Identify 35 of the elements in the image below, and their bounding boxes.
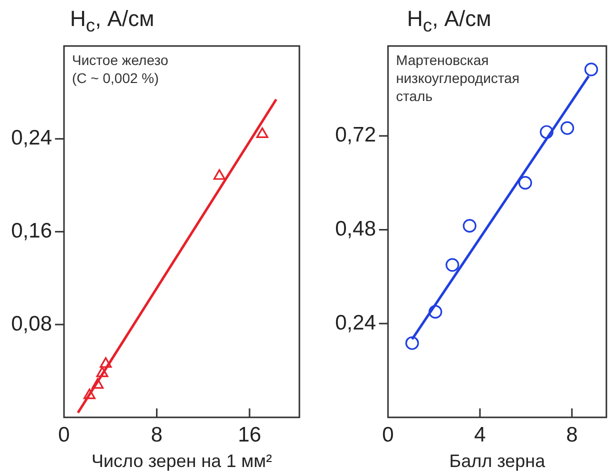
x-axis-title: Число зерен на 1 мм²: [91, 451, 272, 472]
x-tick-label: 4: [474, 424, 486, 447]
point: [256, 127, 268, 138]
annotation: сталь: [396, 88, 433, 104]
annotation: Чистое железо: [72, 52, 168, 68]
point: [92, 378, 104, 389]
x-tick-label: 0: [58, 424, 70, 447]
point: [100, 357, 112, 368]
x-tick-label: 8: [150, 424, 163, 447]
point: [446, 258, 460, 272]
point: [540, 125, 554, 139]
point: [405, 336, 419, 350]
x-axis-title: Балл зерна: [449, 451, 546, 472]
point: [96, 366, 108, 378]
point: [584, 62, 598, 76]
point: [428, 305, 442, 319]
x-tick-label: 0: [382, 424, 394, 447]
point: [213, 169, 226, 180]
y-tick-label: 0,72: [335, 124, 376, 147]
y-axis-title: H$_{c}$, А/см: [70, 6, 154, 36]
y-axis-title: H$_{c}$, А/см: [407, 6, 492, 36]
point: [84, 388, 96, 400]
point: [518, 176, 532, 190]
x-tick-label: 16: [238, 424, 262, 447]
y-tick-label: 0,16: [11, 219, 52, 242]
annotation: (C ~ 0,002 %): [72, 70, 159, 86]
annotation: низкоуглеродистая: [396, 70, 520, 86]
y-tick-label: 0,08: [11, 312, 52, 336]
annotation: Мартеновская: [396, 52, 489, 68]
y-tick-label: 0,48: [335, 218, 376, 241]
point: [560, 121, 574, 135]
point: [462, 219, 476, 233]
y-tick-label: 0,24: [335, 311, 376, 334]
y-tick-label: 0,24: [11, 126, 52, 150]
x-tick-label: 8: [566, 424, 578, 447]
